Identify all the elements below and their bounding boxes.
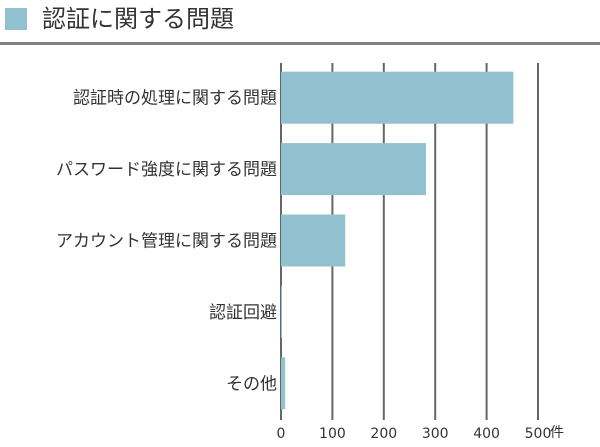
title-marker-square bbox=[5, 8, 27, 30]
bar bbox=[281, 285, 283, 338]
x-unit-label: 件 bbox=[550, 425, 564, 441]
category-label: アカウント管理に関する問題 bbox=[56, 232, 277, 252]
bar bbox=[281, 143, 426, 196]
chart-title: 認証に関する問題 bbox=[42, 5, 234, 33]
title-divider bbox=[0, 42, 600, 45]
bar bbox=[281, 71, 514, 124]
chart-header: 認証に関する問題 bbox=[0, 0, 600, 46]
bar bbox=[281, 214, 346, 267]
category-label: その他 bbox=[226, 374, 277, 394]
category-label: 認証時の処理に関する問題 bbox=[73, 89, 277, 109]
category-label: パスワード強度に関する問題 bbox=[56, 160, 277, 180]
x-tick-label: 100 bbox=[319, 426, 346, 442]
x-tick-label: 500 bbox=[525, 426, 552, 442]
x-tick-label: 0 bbox=[277, 426, 286, 442]
x-tick-label: 400 bbox=[473, 426, 500, 442]
x-tick-label: 300 bbox=[422, 426, 449, 442]
x-tick-label: 200 bbox=[370, 426, 397, 442]
bar bbox=[281, 357, 286, 410]
category-label: 認証回避 bbox=[209, 303, 277, 323]
